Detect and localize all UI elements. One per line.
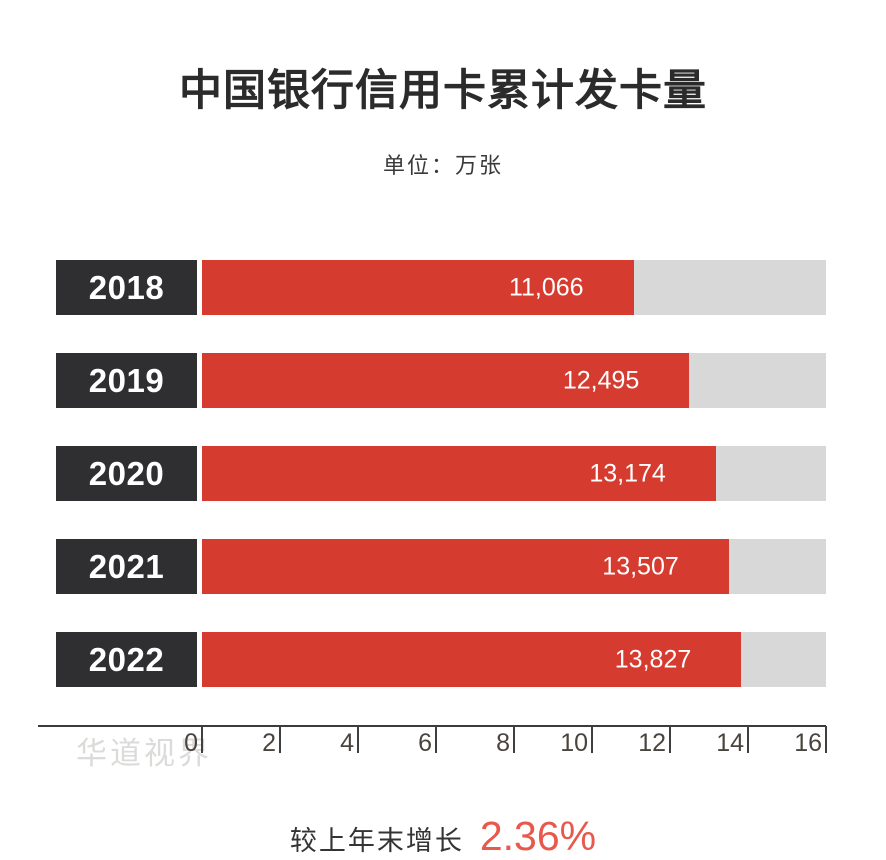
bar-fill: 11,066 bbox=[202, 260, 634, 315]
axis-tick-label: 12 bbox=[638, 729, 666, 757]
bar-row: 2019 12,495 bbox=[56, 353, 826, 408]
chart-subtitle: 单位：万张 bbox=[382, 153, 503, 178]
x-axis-scale: 0 2 4 6 8 10 12 14 16 bbox=[184, 725, 827, 763]
bar-track: 11,066 bbox=[202, 260, 826, 315]
bar-track: 13,174 bbox=[202, 446, 826, 501]
axis-tick-label: 0 bbox=[184, 729, 198, 757]
bar-value-label: 13,174 bbox=[589, 459, 666, 487]
axis-tick-line bbox=[669, 726, 671, 753]
axis-tick-line bbox=[825, 726, 827, 753]
year-label: 2020 bbox=[56, 446, 197, 501]
bar-value-label: 13,827 bbox=[614, 645, 692, 673]
axis-tick-label: 8 bbox=[496, 729, 510, 757]
bar-fill: 12,495 bbox=[202, 353, 690, 408]
axis-tick-label: 16 bbox=[794, 729, 822, 757]
bar-row: 2022 13,827 bbox=[56, 632, 826, 687]
growth-note-value: 2.36% bbox=[479, 813, 597, 859]
year-label: 2022 bbox=[56, 632, 197, 687]
bar-track: 12,495 bbox=[202, 353, 826, 408]
axis-tick-line bbox=[357, 726, 359, 753]
axis-tick-label: 4 bbox=[340, 729, 354, 757]
year-label: 2018 bbox=[56, 260, 197, 315]
bar-track: 13,507 bbox=[202, 539, 826, 594]
axis-tick-line bbox=[747, 726, 749, 753]
chart-title: 中国银行信用卡累计发卡量 bbox=[179, 67, 707, 115]
axis-tick-label: 10 bbox=[560, 729, 588, 757]
bar-fill: 13,507 bbox=[202, 539, 729, 594]
year-label: 2021 bbox=[56, 539, 197, 594]
bar-value-label: 11,066 bbox=[508, 273, 584, 301]
bar-row: 2020 13,174 bbox=[56, 446, 826, 501]
watermark: 华道视界 bbox=[76, 736, 212, 771]
axis-tick-line bbox=[435, 726, 437, 753]
bar-fill: 13,174 bbox=[202, 446, 716, 501]
axis-tick-label: 6 bbox=[418, 729, 432, 757]
bar-value-label: 12,495 bbox=[562, 366, 640, 394]
bar-row: 2018 11,066 bbox=[56, 260, 826, 315]
axis-tick-label: 2 bbox=[262, 729, 276, 757]
axis-tick-line bbox=[201, 726, 203, 753]
axis-tick-label: 14 bbox=[716, 729, 744, 757]
bar-track: 13,827 bbox=[202, 632, 826, 687]
growth-note: 较上年末增长 2.36% bbox=[0, 813, 886, 860]
axis-tick-line bbox=[279, 726, 281, 753]
growth-note-label: 较上年末增长 bbox=[289, 826, 464, 856]
x-axis-line bbox=[38, 725, 826, 727]
bar-row: 2021 13,507 bbox=[56, 539, 826, 594]
bar-chart: 2018 11,066 2019 12,495 2020 13,174 bbox=[0, 260, 886, 771]
axis-tick-line bbox=[591, 726, 593, 753]
axis-tick-line bbox=[513, 726, 515, 753]
year-label: 2019 bbox=[56, 353, 197, 408]
bar-fill: 13,827 bbox=[202, 632, 742, 687]
x-axis: 华道视界 0 2 4 6 8 10 12 14 16 bbox=[38, 725, 827, 771]
bar-value-label: 13,507 bbox=[602, 552, 679, 580]
